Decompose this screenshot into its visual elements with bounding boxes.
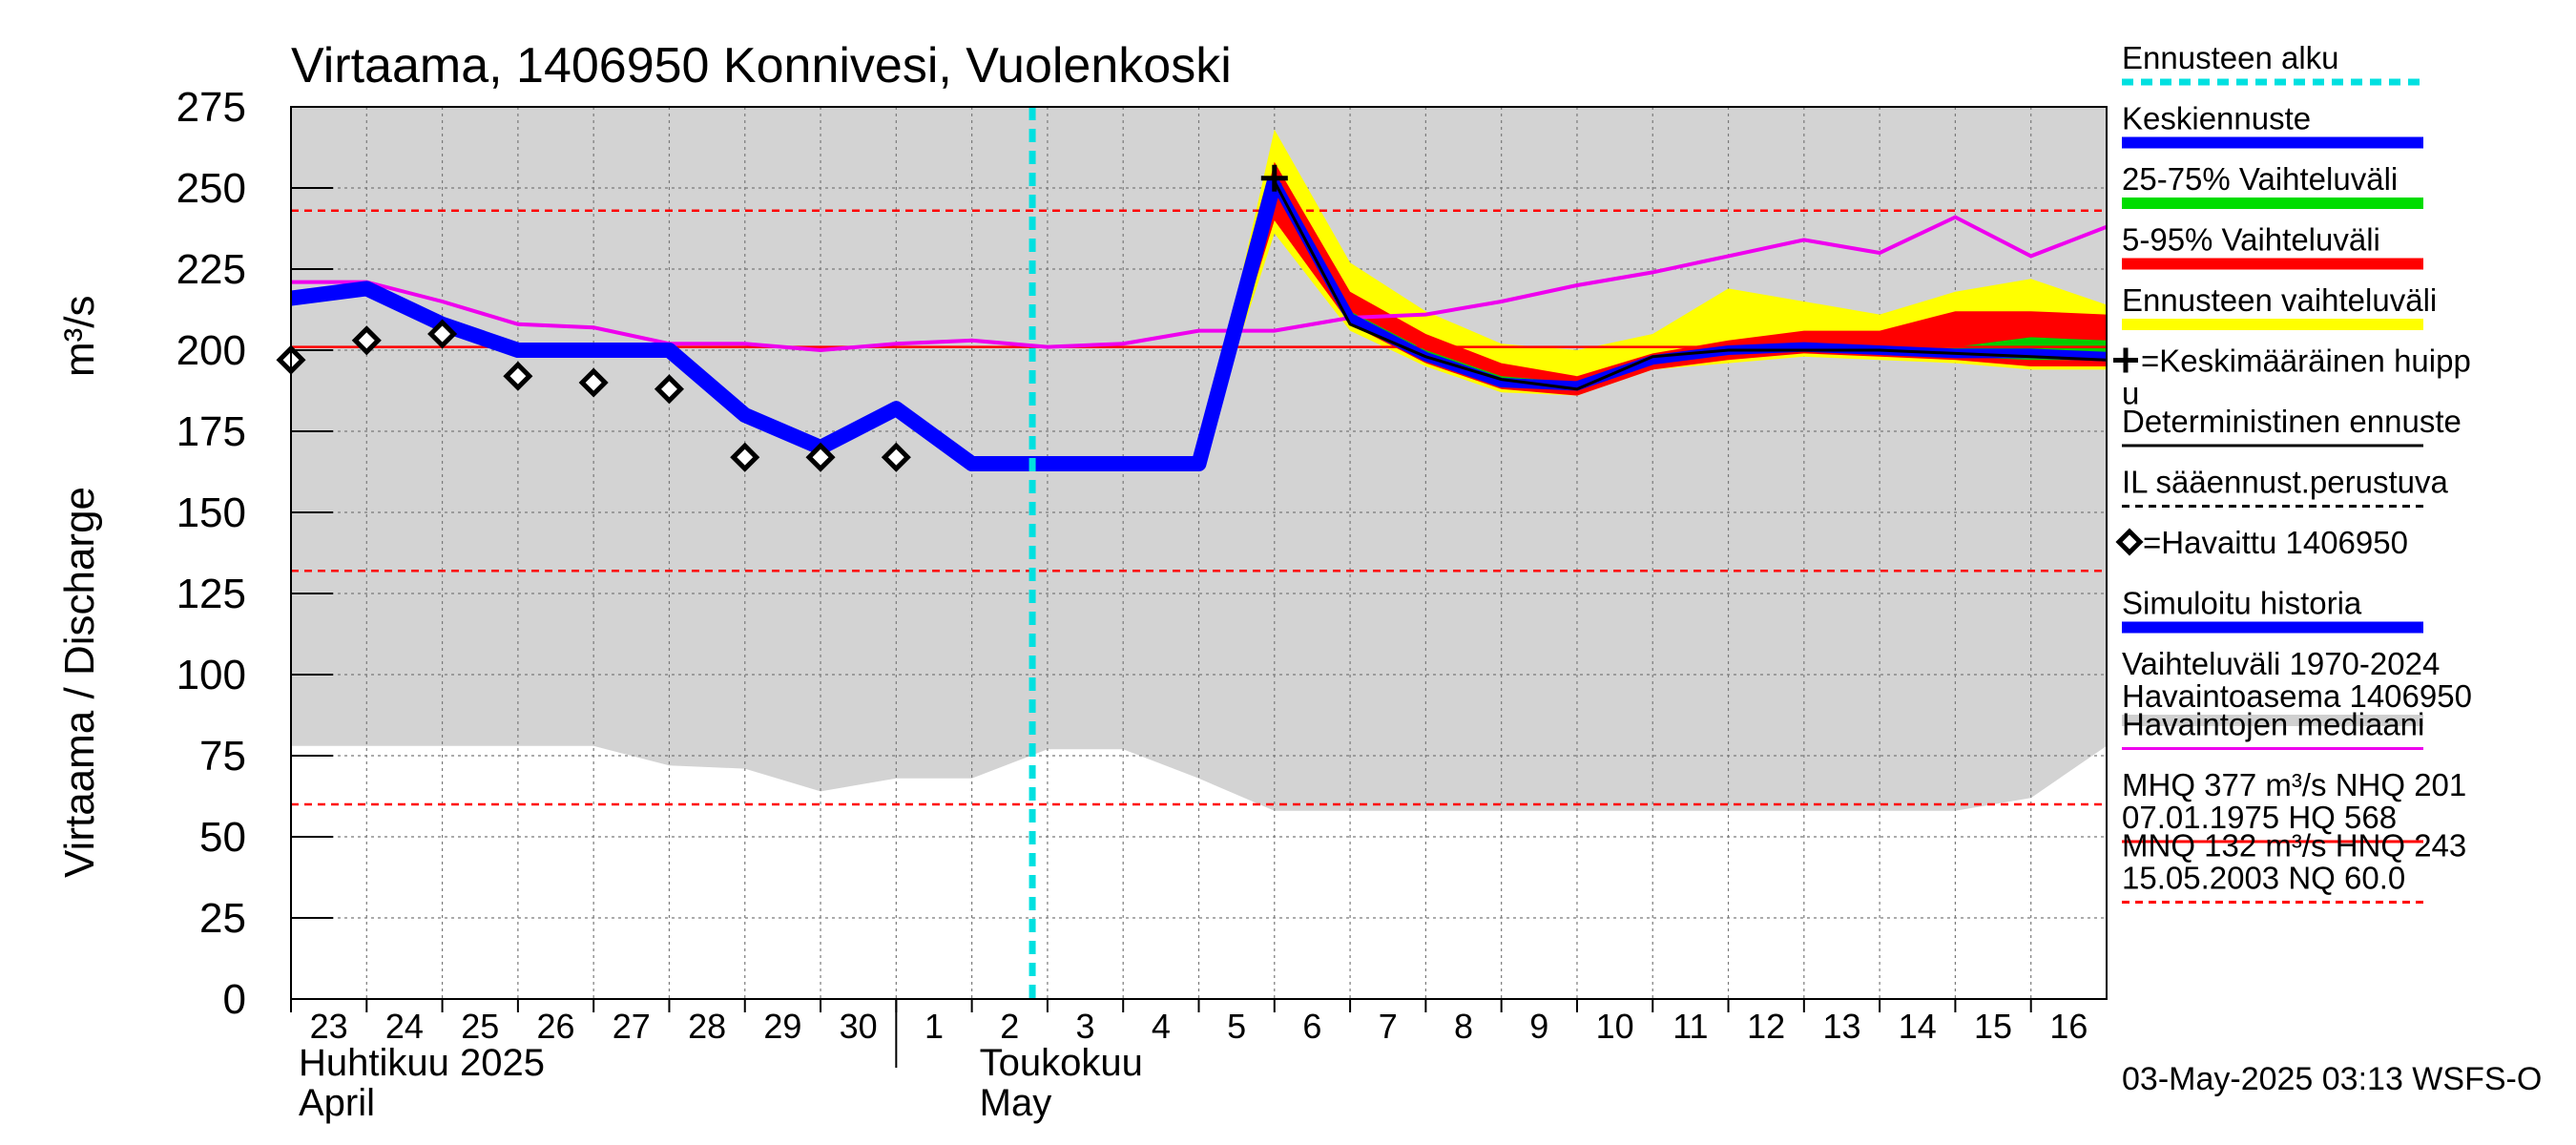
month-label: Toukokuu xyxy=(980,1042,1143,1084)
y-tick-label: 50 xyxy=(199,814,246,861)
x-tick-label: 13 xyxy=(1822,1007,1860,1046)
month-label-english: May xyxy=(980,1082,1052,1124)
x-tick-label: 30 xyxy=(840,1007,878,1046)
x-tick-label: 16 xyxy=(2049,1007,2088,1046)
legend-label-line2: Havaintoasema 1406950 xyxy=(2122,678,2472,714)
x-tick-label: 6 xyxy=(1302,1007,1321,1046)
timestamp-footer: 03-May-2025 03:13 WSFS-O xyxy=(2122,1061,2542,1097)
x-tick-label: 7 xyxy=(1379,1007,1398,1046)
x-tick-label: 23 xyxy=(310,1007,348,1046)
observed-point xyxy=(805,442,836,472)
median-line xyxy=(291,215,2108,353)
legend-label: Havaintojen mediaani xyxy=(2122,707,2424,742)
legend-label: IL sääennust.perustuva xyxy=(2122,465,2448,500)
x-tick-label: 1 xyxy=(924,1007,944,1046)
legend-label: =Keskimääräinen huipp xyxy=(2141,344,2471,379)
y-tick-label: 150 xyxy=(177,489,246,536)
y-tick-label: 75 xyxy=(199,733,246,780)
forecast-range-band xyxy=(1198,129,2107,465)
legend-label-line2: 15.05.2003 NQ 60.0 xyxy=(2122,861,2405,896)
x-tick-label: 12 xyxy=(1747,1007,1785,1046)
x-tick-label: 2 xyxy=(1000,1007,1019,1046)
x-tick-label: 4 xyxy=(1152,1007,1171,1046)
legend-label: =Havaittu 1406950 xyxy=(2143,525,2408,560)
observed-point xyxy=(351,325,382,356)
mean-peak-marker xyxy=(1260,164,1288,192)
deterministic-forecast-line xyxy=(1273,180,2108,391)
y-tick-label: 225 xyxy=(177,246,246,293)
month-label-english: April xyxy=(299,1082,375,1124)
x-tick-label: 14 xyxy=(1899,1007,1937,1046)
y-tick-label: 250 xyxy=(177,165,246,212)
x-tick-label: 27 xyxy=(613,1007,651,1046)
x-tick-label: 3 xyxy=(1076,1007,1095,1046)
y-tick-label: 0 xyxy=(223,976,246,1023)
y-axis-unit: m³/s xyxy=(56,295,103,377)
x-tick-label: 24 xyxy=(385,1007,424,1046)
month-label: Huhtikuu 2025 xyxy=(299,1042,545,1084)
simulated-history-line xyxy=(289,179,1282,471)
plot-area xyxy=(276,106,2108,1000)
legend-label: MHQ 377 m³/s NHQ 201 xyxy=(2122,767,2466,802)
legend-label: MNQ 132 m³/s HNQ 243 xyxy=(2122,828,2466,864)
x-tick-label: 10 xyxy=(1596,1007,1634,1046)
x-tick-label: 25 xyxy=(461,1007,499,1046)
legend-label-line2: u xyxy=(2122,376,2139,411)
observed-point xyxy=(881,442,911,472)
x-tick-label: 11 xyxy=(1672,1007,1708,1046)
y-tick-label: 100 xyxy=(177,652,246,698)
observed-point xyxy=(578,367,609,398)
observed-point xyxy=(427,319,458,349)
observed-point xyxy=(654,374,684,405)
y-tick-label: 125 xyxy=(177,571,246,617)
legend-label: Keskiennuste xyxy=(2122,101,2311,136)
legend-label: Ennusteen vaihteluväli xyxy=(2122,282,2437,318)
y-tick-label: 25 xyxy=(199,895,246,942)
x-tick-label: 26 xyxy=(536,1007,574,1046)
y-tick-label: 200 xyxy=(177,327,246,374)
y-tick-label: 175 xyxy=(177,408,246,455)
legend: Ennusteen alku Keskiennuste 25-75% Vaihtel… xyxy=(2113,40,2472,904)
y-tick-label: 275 xyxy=(177,84,246,131)
chart-title: Virtaama, 1406950 Konnivesi, Vuolenkoski xyxy=(291,38,1232,94)
legend-label-line2: 07.01.1975 HQ 568 xyxy=(2122,800,2397,835)
x-tick-label: 28 xyxy=(688,1007,726,1046)
observed-point xyxy=(503,361,533,391)
legend-swatch-plus xyxy=(2113,347,2138,373)
x-tick-label: 8 xyxy=(1454,1007,1473,1046)
legend-label: Vaihteluväli 1970-2024 xyxy=(2122,646,2440,681)
observed-point xyxy=(730,442,760,472)
x-tick-label: 9 xyxy=(1529,1007,1548,1046)
legend-label: 5-95% Vaihteluväli xyxy=(2122,222,2380,258)
legend-swatch-diamond xyxy=(2115,528,2144,556)
x-tick-label: 5 xyxy=(1227,1007,1246,1046)
y-axis-label: Virtaama / Discharge xyxy=(56,487,103,878)
x-tick-label: 15 xyxy=(1974,1007,2012,1046)
legend-label: Deterministinen ennuste xyxy=(2122,404,2462,439)
forecast-5-95-band xyxy=(1198,161,2107,465)
legend-label: Simuloitu historia xyxy=(2122,586,2362,621)
legend-label: Ennusteen alku xyxy=(2122,40,2339,75)
legend-label: 25-75% Vaihteluväli xyxy=(2122,161,2398,197)
x-tick-label: 29 xyxy=(763,1007,801,1046)
